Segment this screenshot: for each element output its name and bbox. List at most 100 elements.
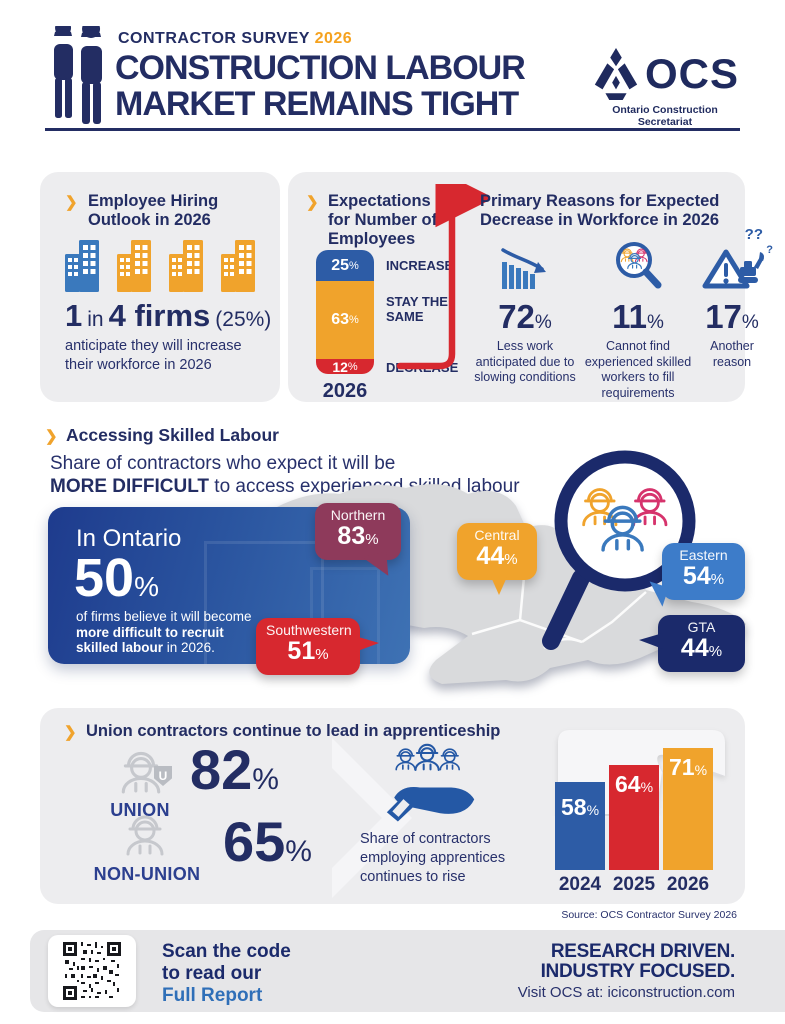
percent-sign: % [640,779,654,795]
scan-line-1: Scan the code [162,941,291,962]
construction-workers-silhouette-icon [54,26,102,124]
percent-sign: % [741,312,759,333]
subtitle-bold: MORE DIFFICULT [50,476,210,497]
bar-2025: 64% [609,765,659,870]
footer-band: Scan the code to read our Full Report RE… [30,930,785,1012]
ocs-logo-acronym: OCS [644,50,739,97]
magnifier-workers-icon [616,242,662,289]
subtitle-line-1: Share of contractors who expect it will … [50,453,396,474]
region-name: GTA [687,619,716,635]
callout-northern: Northern 83% [315,503,401,560]
percent-sign: % [504,551,518,568]
header-divider [45,128,740,131]
segment-increase: 25% [316,250,374,281]
source-note: Source: OCS Contractor Survey 2026 [561,909,737,921]
ocs-logo-name: Ontario Construction Secretariat [612,104,718,128]
reason-cannot-find-workers: 11% Cannot find experienced skilled work… [579,236,697,401]
segment-stay-same: 63% [316,281,374,359]
title-line-1: CONSTRUCTION LABOUR [115,49,526,87]
panel-apprenticeship: ❯ Union contractors continue to lead in … [40,708,745,904]
percent-sign: % [349,259,359,272]
chevron-bullet-icon: ❯ [45,428,58,445]
union-badge-letter: U [158,769,168,783]
nonunion-percent: 65 [223,810,286,873]
ocs-logo: OCS Ontario Construction Secretariat [585,46,745,128]
region-name: Northern [330,507,386,523]
callout-central: Central 44% [457,523,537,595]
question-mark: ? [766,244,773,256]
building-outline-decor [310,567,380,664]
union-value: 82% [190,742,279,808]
curved-arrow-icon [396,184,488,370]
nonunion-value: 65% [223,814,312,880]
expectations-stacked-bar: 25% 63% 12% [316,250,374,374]
segment-increase-value: 25 [331,256,349,274]
percent-sign: % [134,571,159,602]
percent-sign: % [347,360,358,373]
segment-decrease-value: 12 [332,358,348,375]
region-value: 51 [287,637,316,665]
label-stay-same: STAY THE SAME [386,294,448,324]
union-percent: 82 [190,738,253,801]
background-chevron-decor [332,738,412,898]
visit-url[interactable]: Visit OCS at: iciconstruction.com [517,984,735,1001]
callout-southwestern: Southwestern 51% [256,618,379,675]
panel-hiring-outlook: ❯ Employee Hiring Outlook in 2026 1 in 4… [40,172,280,402]
kicker: CONTRACTOR SURVEY 2026 [118,30,352,48]
scan-line-2: to read our [162,963,262,984]
percent-sign: % [315,646,329,663]
reason-value: 17 [705,298,742,335]
reason-less-work: 72% Less work anticipated due to slowing… [471,236,579,386]
skilled-labour-heading: Accessing Skilled Labour [66,425,279,445]
segment-stay-value: 63 [331,311,349,328]
region-name: Southwestern [266,622,352,638]
union-label: UNION [110,800,170,820]
tagline-line-2: INDUSTRY FOCUSED. [540,961,736,982]
scan-code-text: Scan the code to read our Full Report [162,941,291,1007]
chevron-bullet-icon: ❯ [306,194,319,211]
callout-eastern: Eastern 54% [662,543,745,600]
region-value: 44 [476,542,505,570]
ontario-value: 50% [74,547,159,609]
year-label: 2024 [558,874,602,895]
page-title: CONSTRUCTION LABOUR MARKET REMAINS TIGHT [115,49,526,122]
chevron-bullet-icon: ❯ [64,724,77,741]
warning-excavator-icon [702,249,764,289]
hand-with-workers-icon [386,743,475,822]
expectations-heading: Expectations for Number of Employees [328,192,438,248]
ontario-title: In Ontario [76,525,182,552]
full-report-link[interactable]: Full Report [162,985,263,1006]
magnifier-workers-large-icon [542,450,696,650]
reason-value: 11 [612,298,647,335]
apprentices-bar-chart: 58% 64% 71% 2024 2025 2026 [552,724,732,896]
question-marks: ?? [744,226,763,243]
callout-gta: GTA 44% [639,615,745,672]
apprenticeship-heading: Union contractors continue to lead in ap… [86,722,501,740]
bar-value: 71 [668,754,695,780]
percent-sign: % [365,531,379,548]
percent-sign: % [252,763,279,796]
reason-another: ?? ? 17% Another reason [697,226,773,370]
ocs-logo-mark-icon [594,48,638,100]
region-value: 54 [682,562,711,590]
bar-value: 58 [560,794,587,820]
reason-caption: Another reason [710,339,754,369]
region-value: 44 [680,634,709,662]
region-name: Eastern [679,547,728,563]
percent-sign: % [285,835,312,868]
segment-decrease: 12% [316,359,374,374]
qr-code[interactable] [48,935,136,1007]
apprentices-caption: Share of contractors employing apprentic… [360,831,506,885]
ontario-percent-value: 50 [74,548,135,608]
reasons-heading: Primary Reasons for Expected Decrease in… [480,192,720,229]
year-label: 2026 [666,874,710,895]
union-worker-icon: U [112,744,172,799]
union-badge: U [154,766,172,786]
caption-bold: more difficult to recruit skilled labour [76,624,224,656]
year-label: 2025 [612,874,656,895]
bar-2026: 71% [663,748,713,870]
ontario-map-area: In Ontario 50% of firms believe it will … [40,450,746,697]
nonunion-worker-icon [118,808,172,861]
bar-2024: 58% [555,782,605,870]
